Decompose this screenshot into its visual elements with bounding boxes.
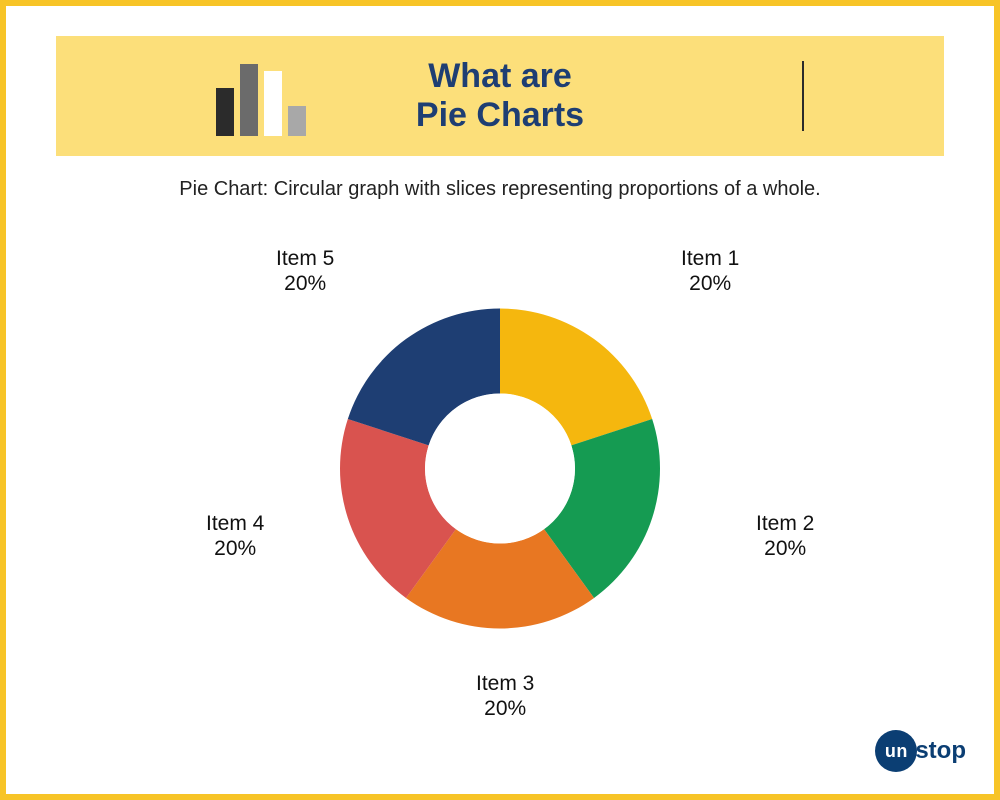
logo-rest-text: stop — [915, 737, 966, 765]
slice-label-percent: 20% — [681, 271, 739, 296]
header-divider — [802, 61, 804, 131]
bar-chart-icon — [216, 56, 306, 136]
donut-chart — [330, 299, 670, 644]
slice-label-percent: 20% — [476, 696, 534, 721]
bar-icon-bar — [288, 106, 306, 136]
slice-label-name: Item 2 — [756, 511, 814, 536]
donut-svg — [330, 299, 670, 639]
slice-label-name: Item 1 — [681, 246, 739, 271]
slice-label: Item 520% — [276, 246, 334, 296]
chart-area: Item 120%Item 220%Item 320%Item 420%Item… — [56, 211, 944, 731]
slice-label: Item 420% — [206, 511, 264, 561]
slice-label: Item 320% — [476, 671, 534, 721]
bar-icon-bar — [240, 64, 258, 136]
slice-label: Item 220% — [756, 511, 814, 561]
slice-label-name: Item 3 — [476, 671, 534, 696]
header-banner: What are Pie Charts — [56, 36, 944, 156]
title-line-1: What are — [428, 57, 572, 95]
slice-label-name: Item 5 — [276, 246, 334, 271]
title-block: What are Pie Charts — [56, 57, 944, 135]
brand-logo: un stop — [875, 730, 966, 772]
slice-label-percent: 20% — [206, 536, 264, 561]
infographic-frame: What are Pie Charts Pie Chart: Circular … — [0, 0, 1000, 800]
bar-icon-bar — [264, 71, 282, 136]
logo-circle-text: un — [885, 741, 908, 762]
title-line-2: Pie Charts — [416, 96, 584, 134]
donut-center — [425, 394, 575, 544]
slice-label-percent: 20% — [756, 536, 814, 561]
bar-icon-bar — [216, 88, 234, 136]
subtitle-text: Pie Chart: Circular graph with slices re… — [56, 178, 944, 201]
slice-label-percent: 20% — [276, 271, 334, 296]
slice-label-name: Item 4 — [206, 511, 264, 536]
slice-label: Item 120% — [681, 246, 739, 296]
logo-circle: un — [875, 730, 917, 772]
